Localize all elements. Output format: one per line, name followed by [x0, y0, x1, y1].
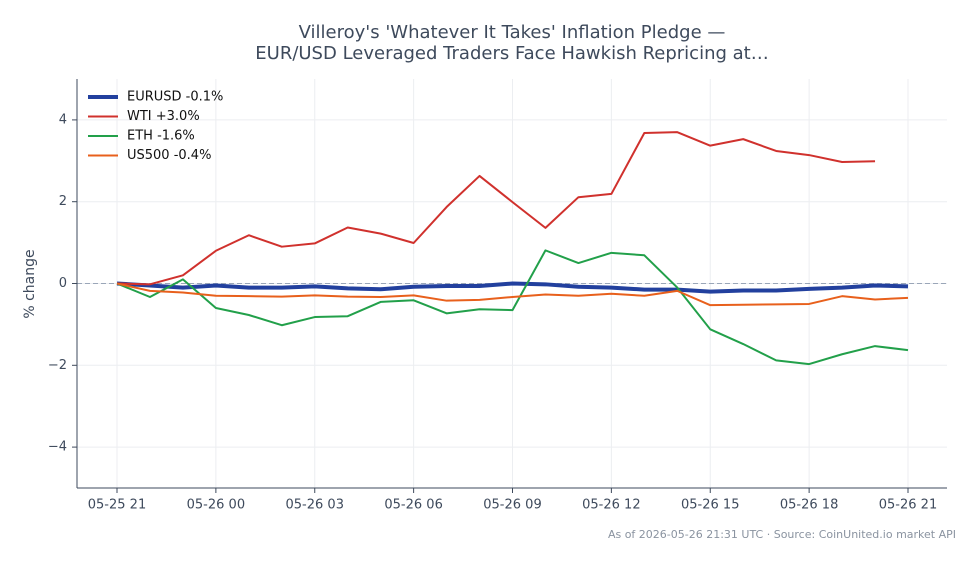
y-tick-label: −2: [48, 358, 67, 373]
series-line: [116, 281, 909, 294]
x-tick-label: 05-26 21: [879, 498, 937, 513]
x-tick-label: 05-25 21: [88, 498, 146, 513]
x-tick-label: 05-26 06: [384, 498, 442, 513]
y-axis-label: % change: [22, 249, 38, 318]
legend-label: US500 -0.4%: [127, 148, 211, 163]
legend-label: EURUSD -0.1%: [127, 90, 223, 105]
x-tick-label: 05-26 09: [483, 498, 541, 513]
y-tick-label: 0: [59, 276, 67, 291]
series-line: [116, 282, 909, 307]
chart-title: Villeroy's 'Whatever It Takes' Inflation…: [299, 22, 726, 43]
x-tick-label: 05-26 03: [286, 498, 344, 513]
x-tick-label: 05-26 12: [582, 498, 640, 513]
footer: As of 2026-05-26 21:31 UTC · Source: Coi…: [608, 528, 956, 541]
x-tick-label: 05-26 18: [780, 498, 838, 513]
x-tick-label: 05-26 00: [187, 498, 245, 513]
y-tick-label: 4: [59, 112, 67, 127]
series-line: [116, 131, 876, 286]
legend-label: WTI +3.0%: [127, 109, 200, 124]
chart-title: EUR/USD Leveraged Traders Face Hawkish R…: [255, 43, 768, 64]
legend-label: ETH -1.6%: [127, 129, 195, 144]
y-tick-label: 2: [59, 194, 67, 209]
y-tick-label: −4: [48, 440, 67, 455]
x-tick-label: 05-26 15: [681, 498, 739, 513]
series-line: [116, 249, 909, 366]
